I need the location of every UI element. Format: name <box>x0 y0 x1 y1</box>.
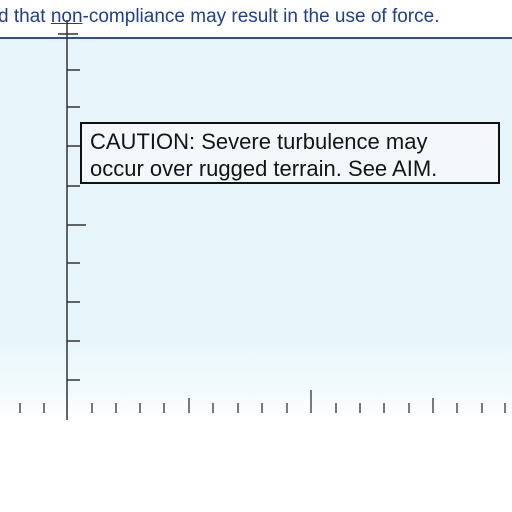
caution-line-1: CAUTION: Severe turbulence may <box>90 129 428 154</box>
notice-text: d that non-compliance may result in the … <box>0 6 512 28</box>
caution-line-2: occur over rugged terrain. See AIM. <box>90 156 438 181</box>
parallel-ticks <box>19 390 506 413</box>
notice-text-start: d that <box>0 6 51 27</box>
notice-underlined-word: non <box>50 6 83 27</box>
notice-text-end: -compliance may result in the use of for… <box>82 6 440 27</box>
blank-area <box>0 420 512 512</box>
caution-note-box: CAUTION: Severe turbulence may occur ove… <box>80 122 500 184</box>
map-background <box>0 39 512 420</box>
boundary-line <box>0 37 512 39</box>
notice-strip: d that non-compliance may result in the … <box>0 0 512 38</box>
